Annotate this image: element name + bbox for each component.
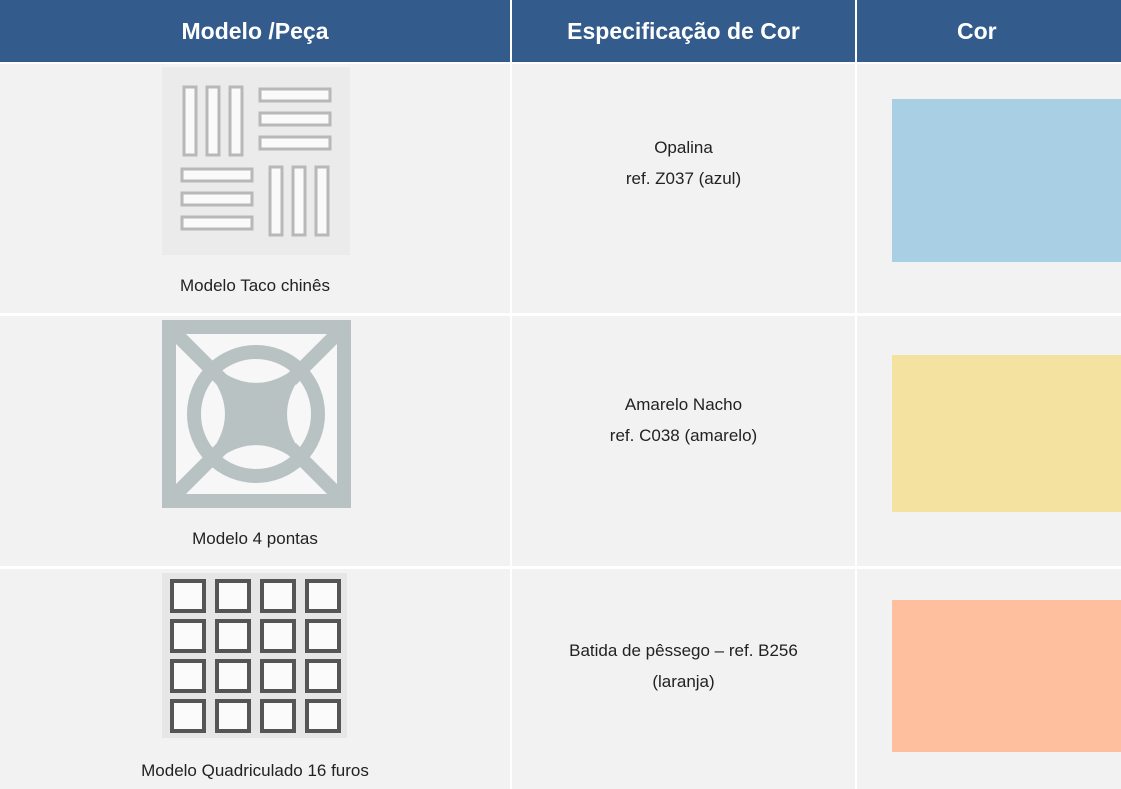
header-cell: Especificação de Cor: [512, 0, 855, 62]
color-swatch: [892, 600, 1121, 752]
cell: [512, 64, 855, 313]
product-image: [162, 67, 350, 255]
color-spec: Opalina ref. Z037 (azul): [512, 132, 855, 194]
color-spec: Amarelo Nacho ref. C038 (amarelo): [512, 389, 855, 451]
model-caption: Modelo Taco chinês: [180, 276, 330, 295]
cell: [512, 569, 855, 789]
spec-line: (laranja): [652, 672, 715, 691]
product-image: [162, 573, 347, 738]
product-image: [162, 320, 351, 508]
color-swatch: [892, 355, 1121, 512]
cell: [512, 316, 855, 566]
model-caption: Modelo 4 pontas: [192, 529, 318, 548]
header-cell: Cor: [857, 0, 1121, 62]
spec-line: Opalina: [654, 138, 713, 157]
spec-line: Amarelo Nacho: [624, 395, 743, 414]
color-spec: Batida de pêssego – ref. B256 (laranja): [512, 635, 855, 697]
spec-line: Batida de pêssego – ref. B256: [569, 641, 798, 660]
color-swatch: [892, 99, 1121, 262]
spec-line: ref. Z037 (azul): [625, 169, 742, 188]
header-cell: Modelo /Peça: [0, 0, 510, 62]
model-caption: Modelo Quadriculado 16 furos: [141, 761, 369, 780]
spec-line: ref. C038 (amarelo): [609, 426, 758, 445]
